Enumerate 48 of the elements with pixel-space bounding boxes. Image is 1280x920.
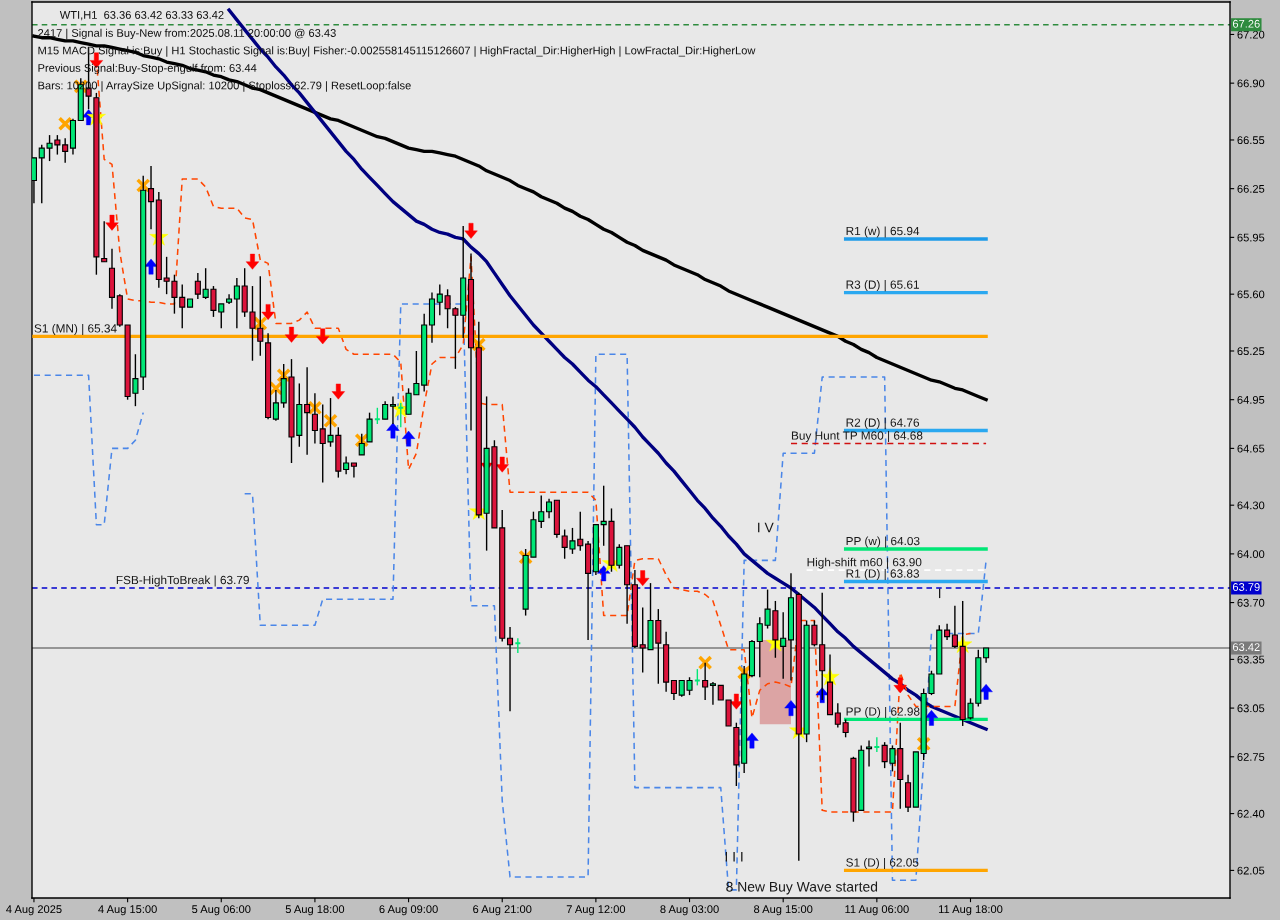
x-tick-label: 4 Aug 15:00 [98, 905, 157, 916]
text: WTI,H1 63.36 63.42 63.33 63.42 [59, 11, 224, 21]
ref-line-label: 63.42 [1232, 643, 1260, 652]
series-label: R2 (D) | 64.76 [846, 418, 920, 430]
x-tick-label: 11 Aug 18:00 [939, 905, 1003, 916]
x-tick-label: 8 Aug 15:00 [754, 905, 813, 916]
y-tick-label: 62.75 [1237, 753, 1265, 761]
y-tick-label: 63.35 [1237, 655, 1265, 664]
y-tick-label: 65.60 [1237, 290, 1265, 299]
annotation: FSB-HighToBreak | 63.79 [116, 575, 249, 587]
series-label: Buy Hunt TP M60 | 64.68 [791, 431, 923, 443]
annotation: I I I [725, 851, 743, 862]
y-tick-label: 66.90 [1237, 79, 1265, 88]
series-label: S1 (D) | 62.05 [846, 857, 919, 870]
ref-line-label: 67.26 [1232, 19, 1260, 28]
x-tick-label: 6 Aug 09:00 [379, 905, 438, 916]
y-tick-label: 64.30 [1237, 501, 1265, 510]
y-tick-label: 67.20 [1237, 30, 1265, 39]
y-tick-label: 66.25 [1237, 184, 1265, 193]
ref-line-label: 63.79 [1232, 583, 1260, 591]
x-tick-label: 11 Aug 06:00 [845, 905, 909, 916]
series-label: PP (w) | 64.03 [846, 536, 920, 548]
y-tick-label: 64.00 [1237, 550, 1265, 559]
annotation: I [938, 588, 941, 599]
y-tick-label: 66.55 [1237, 136, 1265, 145]
y-tick-label: 63.70 [1237, 598, 1265, 607]
x-tick-label: 7 Aug 12:00 [566, 905, 626, 916]
annotation: 8 New Buy Wave started [726, 881, 878, 895]
y-tick-label: 64.65 [1237, 444, 1265, 453]
series-label: R1 (w) | 65.94 [846, 226, 920, 238]
series-label: S1 (MN) | 65.34 [34, 323, 117, 335]
x-tick-label: 5 Aug 06:00 [192, 905, 251, 916]
y-tick-label: 64.95 [1237, 395, 1265, 404]
annotation: 2417 | Signal is Buy-New from:2025.08.11 20:00:00 @ 63.43 [38, 28, 336, 40]
y-tick-label: 62.05 [1237, 866, 1265, 875]
x-tick-label: 6 Aug 21:00 [473, 905, 532, 916]
y-tick-label: 65.95 [1237, 233, 1265, 242]
y-tick-label: 63.05 [1237, 704, 1265, 713]
x-tick-label: 8 Aug 03:00 [660, 905, 719, 916]
series-label: R3 (D) | 65.61 [846, 280, 919, 292]
y-tick-label: 65.25 [1237, 347, 1265, 356]
series-label: PP (D) | 62.98 [846, 707, 920, 719]
series-label: R1 (D) | 63.83 [846, 569, 920, 581]
series-label: High-shift m60 | 63.90 [807, 557, 922, 569]
annotation: I V [758, 522, 774, 533]
y-tick-label: 62.40 [1237, 809, 1265, 818]
x-tick-label: 4 Aug 2025 [6, 905, 62, 916]
x-tick-label: 5 Aug 18:00 [285, 905, 345, 916]
